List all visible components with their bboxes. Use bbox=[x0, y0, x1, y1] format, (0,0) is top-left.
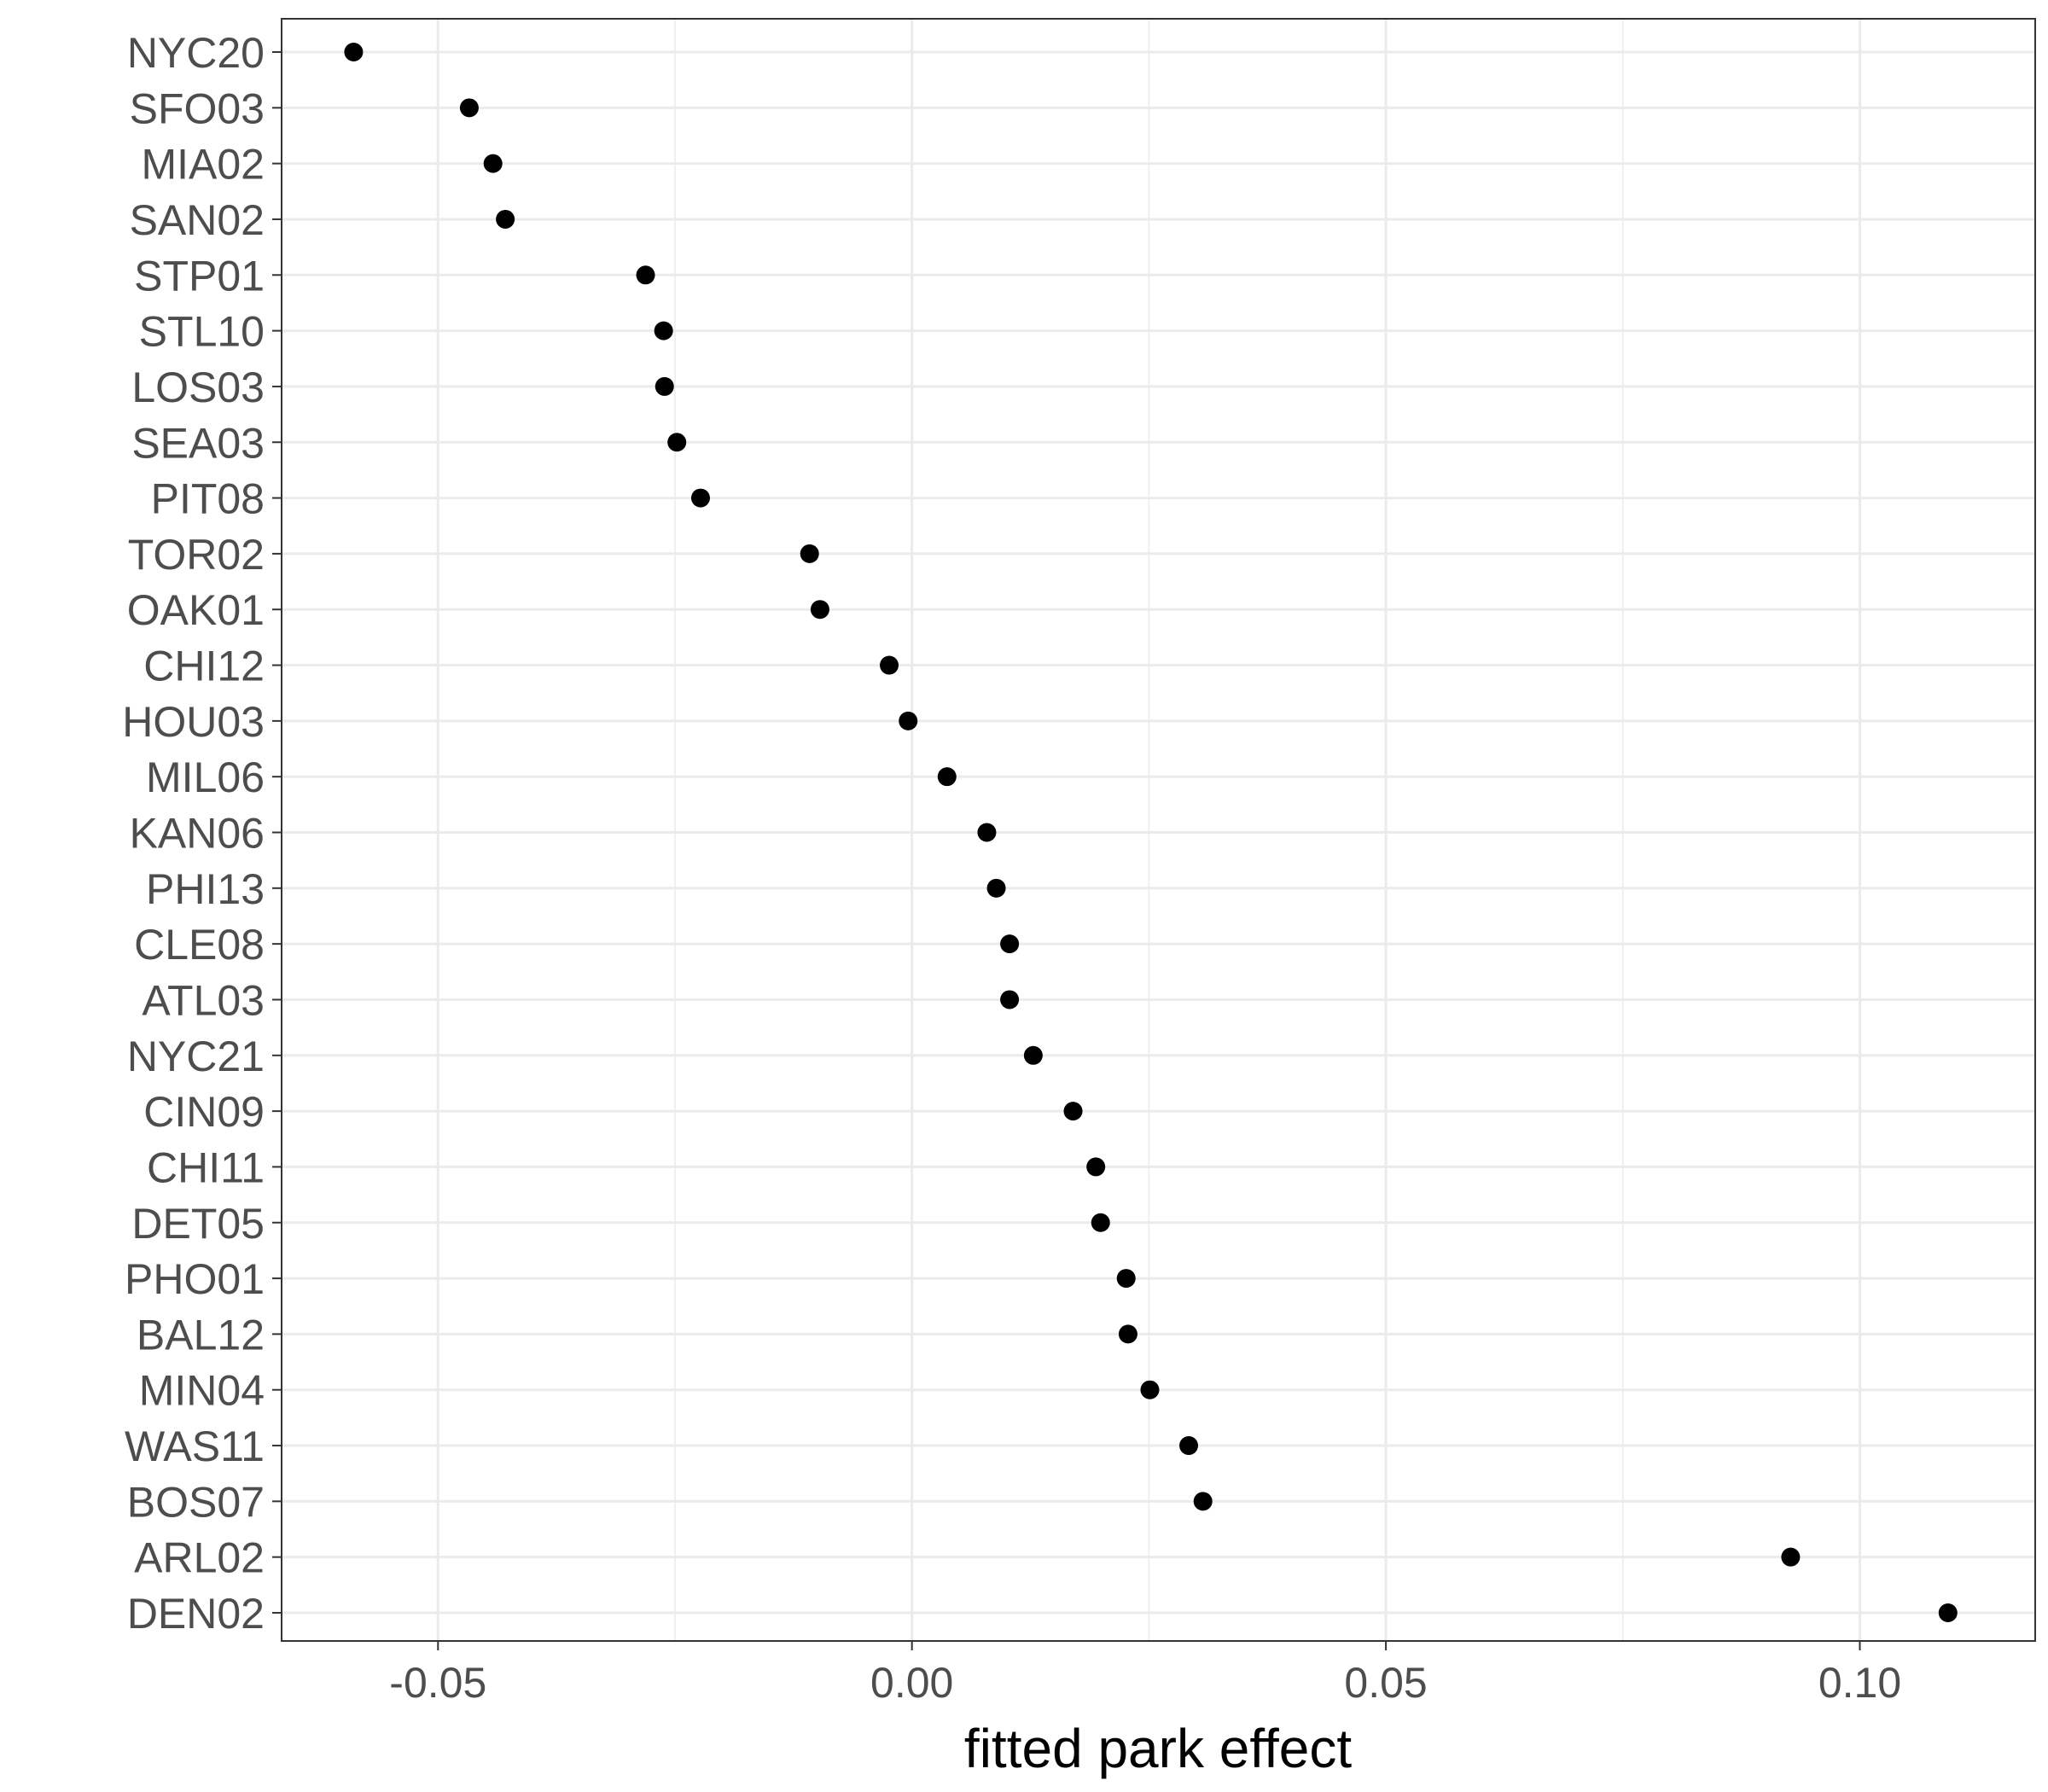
data-point bbox=[654, 321, 673, 340]
y-tick-label: ARL02 bbox=[134, 1534, 265, 1582]
data-point bbox=[483, 154, 503, 173]
data-point bbox=[880, 655, 899, 675]
y-tick-label: MIL06 bbox=[146, 753, 265, 801]
panel-background bbox=[282, 19, 2035, 1641]
data-point bbox=[977, 823, 997, 842]
y-tick-label: PHO01 bbox=[125, 1255, 265, 1303]
data-point bbox=[690, 488, 710, 508]
axis-ticks bbox=[272, 51, 1861, 1650]
data-point bbox=[1140, 1380, 1160, 1399]
y-tick-label: SEA03 bbox=[131, 419, 265, 467]
y-tick-label: BAL12 bbox=[137, 1311, 265, 1359]
data-point bbox=[1193, 1492, 1213, 1511]
y-tick-label: SAN02 bbox=[130, 196, 265, 244]
data-point bbox=[1023, 1045, 1043, 1065]
y-tick-label: NYC20 bbox=[127, 29, 265, 77]
data-point bbox=[636, 265, 655, 285]
data-point bbox=[1091, 1213, 1110, 1232]
data-point bbox=[1000, 934, 1020, 954]
y-tick-label: PIT08 bbox=[151, 475, 265, 523]
y-tick-label: DET05 bbox=[131, 1200, 265, 1248]
data-point bbox=[800, 544, 819, 563]
y-tick-label: SFO03 bbox=[130, 84, 265, 132]
grid bbox=[282, 19, 2035, 1641]
y-tick-label: HOU03 bbox=[122, 698, 265, 746]
y-tick-label: BOS07 bbox=[127, 1478, 265, 1526]
data-point bbox=[496, 209, 515, 229]
y-tick-label: TOR02 bbox=[128, 531, 265, 579]
data-point bbox=[937, 767, 957, 787]
y-tick-label: CLE08 bbox=[134, 921, 265, 969]
data-point bbox=[1938, 1603, 1958, 1622]
data-point bbox=[1179, 1436, 1199, 1456]
data-point bbox=[344, 43, 364, 61]
y-tick-label: KAN06 bbox=[130, 810, 265, 858]
y-tick-label: ATL03 bbox=[142, 976, 265, 1024]
y-tick-label: STL10 bbox=[139, 308, 265, 356]
y-tick-label: CIN09 bbox=[143, 1088, 265, 1136]
x-tick-label: 0.10 bbox=[1818, 1659, 1901, 1707]
data-point bbox=[810, 600, 829, 620]
data-point bbox=[899, 711, 918, 730]
y-tick-label: MIA02 bbox=[141, 141, 265, 189]
x-tick-label: 0.05 bbox=[1344, 1659, 1427, 1707]
panel-border bbox=[281, 18, 2036, 1642]
data-point bbox=[1000, 990, 1020, 1009]
tick-labels: -0.05 0.00 0.05 0.10 NYC20 SFO03 MIA02 SAN02 STP… bbox=[122, 29, 1901, 1707]
y-tick-label: LOS03 bbox=[131, 364, 265, 411]
data-point bbox=[1063, 1102, 1083, 1121]
data-point bbox=[667, 433, 687, 452]
x-tick-label: 0.00 bbox=[870, 1659, 953, 1707]
y-tick-label: MIN04 bbox=[139, 1367, 265, 1415]
data-point bbox=[1086, 1157, 1106, 1177]
data-point bbox=[986, 878, 1006, 898]
data-point bbox=[459, 98, 479, 118]
data-point bbox=[1118, 1324, 1137, 1344]
y-tick-label: WAS11 bbox=[125, 1423, 265, 1470]
y-tick-label: STP01 bbox=[134, 252, 265, 300]
y-tick-label: CHI12 bbox=[143, 643, 265, 690]
points bbox=[344, 43, 1958, 1622]
data-point bbox=[655, 376, 674, 396]
data-point bbox=[1781, 1547, 1801, 1567]
y-tick-label: PHI13 bbox=[146, 865, 265, 913]
x-axis-title: fitted park effect bbox=[964, 1718, 1352, 1779]
y-tick-label: DEN02 bbox=[127, 1590, 265, 1638]
x-tick-label: -0.05 bbox=[389, 1659, 486, 1707]
data-point bbox=[1116, 1269, 1136, 1289]
y-tick-label: CHI11 bbox=[147, 1143, 265, 1191]
y-tick-label: OAK01 bbox=[127, 586, 265, 634]
y-tick-label: NYC21 bbox=[127, 1033, 265, 1080]
